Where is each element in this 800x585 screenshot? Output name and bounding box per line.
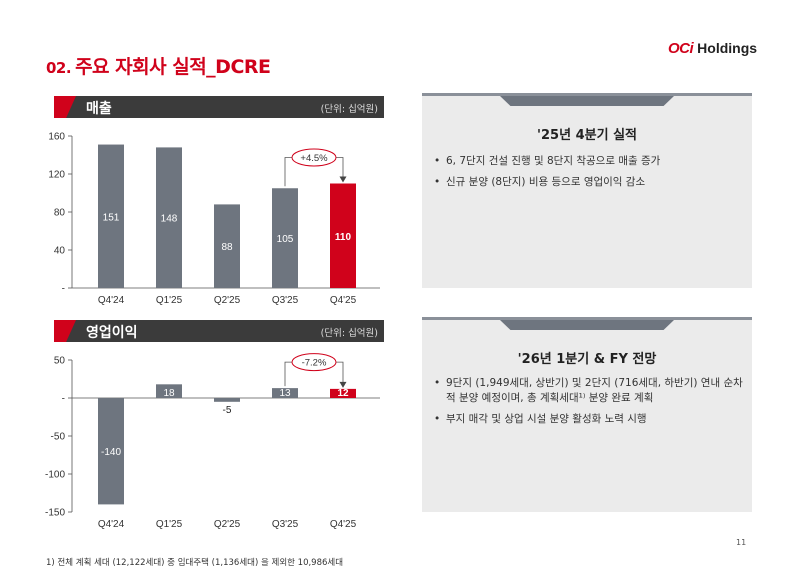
list-item: 부지 매각 및 상업 시설 분양 활성화 노력 시행 [432,412,744,427]
bar-value-label: 18 [163,388,175,399]
op-income-header-title: 영업이익 [86,325,138,341]
x-category-label: Q4'25 [330,295,357,306]
panel-tab [500,96,674,106]
bar-value-label: 88 [221,242,233,253]
y-tick-label: - [62,284,65,295]
y-tick-label: -50 [51,432,66,443]
x-category-label: Q3'25 [272,519,299,530]
outlook-panel: '26년 1분기 & FY 전망 9단지 (1,949세대, 상반기) 및 2단… [422,317,752,512]
panel-top-rule [422,93,752,96]
revenue-section-header: 매출 (단위: 십억원) [54,96,384,118]
header-accent [54,96,76,118]
list-item: 신규 분양 (8단지) 비용 등으로 영업이익 감소 [432,175,744,190]
op-income-section-header: 영업이익 (단위: 십억원) [54,320,384,342]
page-title-text: 주요 자회사 실적_DCRE [75,56,271,78]
op-income-header-unit: (단위: 십억원) [320,328,378,339]
bar [156,147,182,288]
list-item: 6, 7단지 건설 진행 및 8단지 착공으로 매출 증가 [432,154,744,169]
x-category-label: Q3'25 [272,295,299,306]
x-category-label: Q4'24 [98,295,125,306]
bar-value-label: -5 [223,405,232,416]
outlook-panel-title: '26년 1분기 & FY 전망 [517,352,657,367]
y-tick-label: - [62,394,65,405]
change-arrowhead [339,381,347,388]
logo-mark: OCi [668,40,694,57]
x-category-label: Q4'25 [330,519,357,530]
x-category-label: Q2'25 [214,295,241,306]
change-arrowhead [339,176,347,183]
x-category-label: Q2'25 [214,519,241,530]
page-number: 11 [736,538,747,547]
bar [214,204,240,288]
logo-text: Holdings [697,40,758,56]
footnote: 1) 전체 계획 세대 (12,122세대) 중 임대주택 (1,136세대) … [46,558,344,568]
bar-value-label: 12 [337,388,349,399]
bar [272,388,298,398]
outlook-bullet-list: 9단지 (1,949세대, 상반기) 및 2단지 (716세대, 하반기) 연내… [432,376,744,433]
bar-value-label: 151 [103,212,120,223]
bar [98,144,124,288]
page-title: 02. 주요 자회사 실적_DCRE [46,52,271,79]
bar [214,398,240,402]
op-income-bar-chart: 50 - -50 -100 -150 -140 Q4'24 18 Q1'25 -5 Q2'25 13 Q… [45,353,380,530]
revenue-header-title: 매출 [86,101,112,117]
y-tick-label: 40 [54,246,66,257]
panel-tab [500,320,674,330]
revenue-header-unit: (단위: 십억원) [320,104,378,115]
change-bubble [291,353,337,372]
bar [272,188,298,288]
change-percent-label: +4.5% [300,153,328,164]
y-tick-label: -100 [45,470,65,481]
x-category-label: Q4'24 [98,519,125,530]
bar-value-label: 105 [277,234,294,245]
bar [330,183,356,288]
change-percent-label: -7.2% [302,358,327,369]
bar [156,384,182,398]
bar-value-label: 13 [279,388,291,399]
q4-bullet-list: 6, 7단지 건설 진행 및 8단지 착공으로 매출 증가 신규 분양 (8단지… [432,154,744,196]
x-category-label: Q1'25 [156,519,183,530]
list-item: 9단지 (1,949세대, 상반기) 및 2단지 (716세대, 하반기) 연내… [432,376,744,406]
change-bubble [291,148,337,167]
x-category-label: Q1'25 [156,295,183,306]
header-accent [54,320,76,342]
y-tick-label: 80 [54,208,66,219]
y-tick-label: 160 [48,132,65,143]
bar-value-label: 110 [335,232,352,243]
revenue-bar-chart: 160 120 80 40 - 151 Q4'24 148 Q1'25 88 Q2'25 105 Q3'… [48,132,380,306]
bar-value-label: -140 [101,447,121,458]
bar [330,388,356,398]
y-tick-label: 120 [48,170,65,181]
bar [98,398,124,505]
y-tick-label: -150 [45,508,65,519]
q4-panel-title: '25년 4분기 실적 [537,128,637,143]
oci-holdings-logo: OCi Holdings [668,40,757,57]
panel-top-rule [422,317,752,320]
q4-results-panel: '25년 4분기 실적 6, 7단지 건설 진행 및 8단지 착공으로 매출 증… [422,93,752,288]
y-tick-label: 50 [54,356,66,367]
page-title-number: 02. [46,59,72,77]
bar-value-label: 148 [161,214,178,225]
